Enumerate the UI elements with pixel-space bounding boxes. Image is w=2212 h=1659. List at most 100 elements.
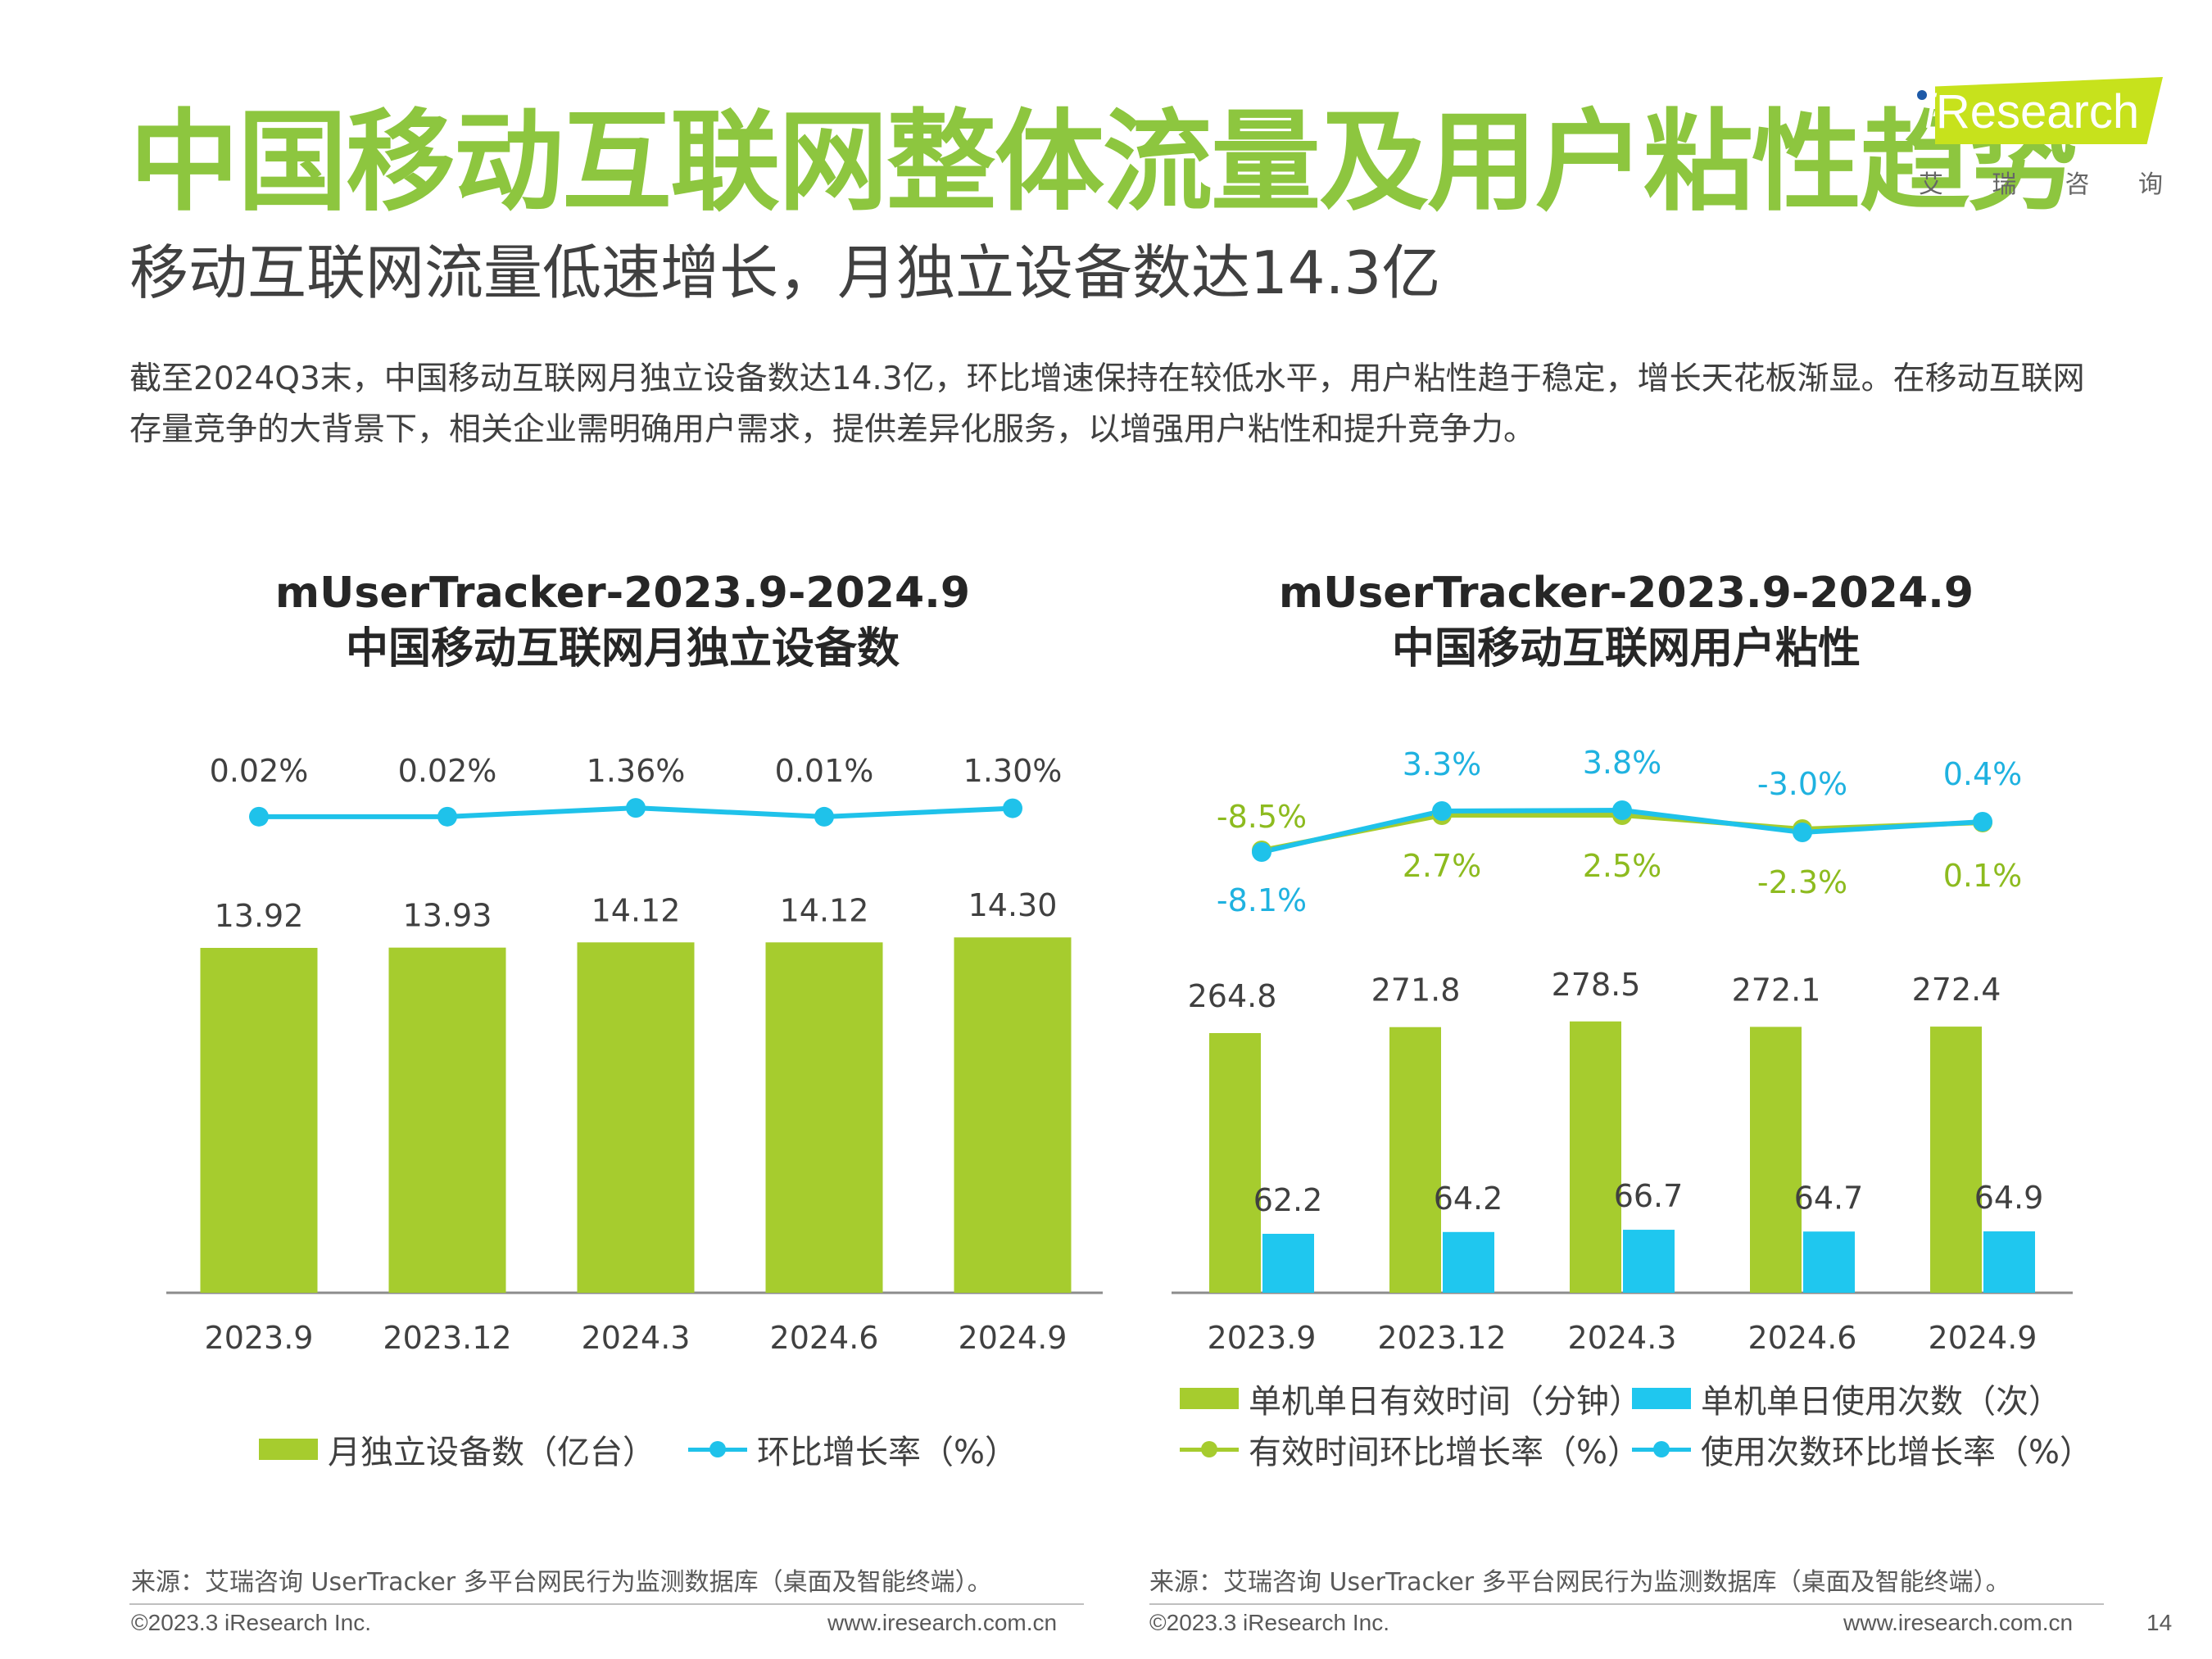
bar-value-label: 13.92 — [215, 898, 304, 934]
x-tick-label: 2024.6 — [770, 1320, 879, 1356]
page-number: 14 — [2146, 1610, 2173, 1635]
legend-label: 使用次数环比增长率（%） — [1701, 1434, 2093, 1471]
chart1-legend-bar: 月独立设备数（亿台） — [259, 1426, 655, 1473]
bar-count-2023.9 — [1262, 1234, 1314, 1293]
iresearch-logo: iResearch 艾瑞咨询 — [1917, 72, 2163, 199]
growth-point — [249, 806, 269, 827]
growth-point — [437, 806, 457, 827]
bar-2023.9 — [200, 948, 318, 1293]
time-growth-label: -8.5% — [1217, 799, 1307, 835]
x-tick-label: 2023.12 — [1377, 1320, 1506, 1356]
x-tick-label: 2023.9 — [205, 1320, 314, 1356]
growth-label: 1.36% — [587, 753, 686, 789]
growth-point — [626, 798, 646, 818]
time-growth-label: 2.5% — [1583, 848, 1662, 884]
legend-swatch-line-blue — [688, 1437, 747, 1462]
bar-count-2024.6 — [1803, 1231, 1855, 1293]
count-growth-point — [1432, 801, 1452, 821]
page-subtitle: 移动互联网流量低速增长，月独立设备数达14.3亿 — [129, 238, 1441, 307]
growth-label: 0.01% — [775, 753, 874, 789]
x-tick-label: 2024.3 — [1568, 1320, 1677, 1356]
bar-count-label: 64.7 — [1794, 1180, 1864, 1216]
x-tick-label: 2024.6 — [1748, 1320, 1857, 1356]
x-tick-label: 2024.9 — [1929, 1320, 2037, 1356]
bar-count-label: 64.2 — [1434, 1181, 1503, 1217]
bar-count-label: 64.9 — [1974, 1180, 2044, 1216]
bar-value-label: 13.93 — [403, 898, 492, 934]
bar-count-2024.3 — [1623, 1230, 1675, 1293]
legend-label: 单机单日使用次数（次） — [1701, 1383, 2061, 1421]
legend-label: 有效时间环比增长率（%） — [1249, 1434, 1641, 1471]
bar-2024.6 — [765, 942, 883, 1293]
count-growth-point — [1793, 823, 1812, 842]
x-tick-label: 2023.9 — [1208, 1320, 1317, 1356]
chart2-source: 来源：艾瑞咨询 UserTracker 多平台网民行为监测数据库（桌面及智能终端… — [1149, 1568, 2010, 1597]
bar-value-label: 14.12 — [780, 892, 869, 928]
count-growth-label: -8.1% — [1217, 882, 1307, 918]
bar-time-label: 278.5 — [1552, 967, 1641, 1003]
legend-label: 月独立设备数（亿台） — [328, 1434, 655, 1471]
growth-label: 0.02% — [398, 753, 497, 789]
chart2-legend-line-count: 使用次数环比增长率（%） — [1632, 1426, 2092, 1473]
copyright-left: ©2023.3 iResearch Inc. — [131, 1610, 372, 1635]
bar-2024.9 — [954, 937, 1072, 1293]
legend-swatch-line-blue — [1632, 1437, 1691, 1462]
growth-point — [814, 806, 834, 827]
x-tick-label: 2024.3 — [582, 1320, 691, 1356]
logo-dot — [1917, 90, 1927, 100]
x-tick-label: 2024.9 — [959, 1320, 1067, 1356]
legend-swatch-green — [1180, 1388, 1239, 1409]
count-growth-label: 0.4% — [1943, 756, 2023, 792]
bar-time-label: 271.8 — [1371, 972, 1461, 1009]
legend-swatch-green — [259, 1439, 318, 1460]
legend-swatch-line-green — [1180, 1437, 1239, 1462]
legend-label: 单机单日有效时间（分钟） — [1249, 1383, 1642, 1421]
bar-time-label: 272.4 — [1912, 972, 2001, 1008]
chart2-title: mUserTracker-2023.9-2024.9 中国移动互联网用户粘性 — [1278, 569, 1974, 673]
count-growth-point — [1252, 842, 1271, 862]
x-tick-label: 2023.12 — [383, 1320, 511, 1356]
logo-chinese: 艾瑞咨询 — [1919, 170, 2164, 199]
count-growth-point — [1973, 812, 1992, 832]
copyright-right: ©2023.3 iResearch Inc. — [1149, 1610, 1390, 1635]
time-growth-label: -2.3% — [1757, 864, 1847, 900]
bar-time-2024.9 — [1930, 1027, 1982, 1293]
time-growth-label: 0.1% — [1943, 858, 2023, 894]
bar-count-label: 62.2 — [1253, 1182, 1323, 1218]
website-left: www.iresearch.com.cn — [827, 1610, 1058, 1635]
count-growth-label: 3.3% — [1403, 746, 1482, 782]
bar-time-2024.3 — [1570, 1021, 1621, 1293]
logo-text: iResearch — [1925, 85, 2140, 138]
website-right: www.iresearch.com.cn — [1843, 1610, 2074, 1635]
legend-swatch-blue — [1632, 1388, 1691, 1409]
bar-time-2023.12 — [1389, 1027, 1441, 1293]
bar-time-label: 272.1 — [1732, 972, 1821, 1008]
count-growth-point — [1612, 800, 1632, 820]
count-growth-label: 3.8% — [1583, 745, 1662, 781]
chart2-legend-bar-time: 单机单日有效时间（分钟） — [1180, 1375, 1642, 1422]
growth-label: 1.30% — [963, 753, 1063, 789]
page-description: 截至2024Q3末，中国移动互联网月独立设备数达14.3亿，环比增速保持在较低水… — [129, 360, 2085, 448]
footer-divider-right — [1149, 1603, 2104, 1605]
logo-banner — [1935, 77, 2163, 144]
bar-count-2023.12 — [1443, 1231, 1494, 1293]
growth-point — [1003, 798, 1022, 818]
growth-label: 0.02% — [210, 753, 309, 789]
chart1-legend-line: 环比增长率（%） — [688, 1426, 1018, 1473]
chart1-source: 来源：艾瑞咨询 UserTracker 多平台网民行为监测数据库（桌面及智能终端… — [131, 1568, 992, 1597]
bar-2023.12 — [388, 947, 506, 1293]
bar-2024.3 — [577, 942, 695, 1293]
bar-time-2024.6 — [1750, 1027, 1802, 1293]
bar-count-2024.9 — [1983, 1231, 2035, 1293]
chart1-title: mUserTracker-2023.9-2024.9 中国移动互联网月独立设备数 — [274, 569, 971, 673]
bar-value-label: 14.12 — [592, 892, 681, 928]
bar-time-label: 264.8 — [1188, 978, 1277, 1014]
page-title: 中国移动互联网整体流量及用户粘性趋势 — [129, 98, 2078, 226]
bar-count-label: 66.7 — [1614, 1178, 1684, 1214]
chart2-legend-line-time: 有效时间环比增长率（%） — [1180, 1426, 1640, 1473]
chart2-legend-bar-count: 单机单日使用次数（次） — [1632, 1375, 2061, 1422]
time-growth-label: 2.7% — [1403, 848, 1482, 884]
bar-time-2023.9 — [1209, 1033, 1261, 1293]
footer-divider-left — [129, 1603, 1084, 1605]
